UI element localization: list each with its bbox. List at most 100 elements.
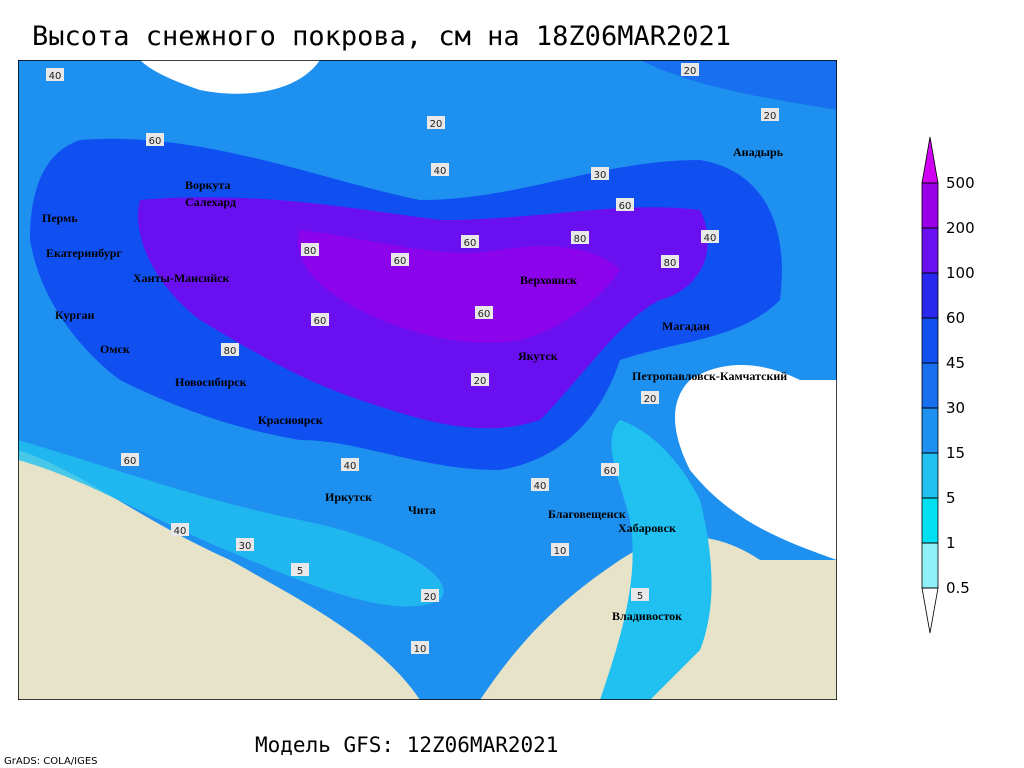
colorbar-label: 60	[946, 309, 965, 327]
contour-label: 30	[594, 170, 607, 181]
city-label: Благовещенск	[548, 507, 626, 521]
contour-label: 60	[604, 466, 617, 477]
contour-label: 80	[574, 234, 587, 245]
colorbar-band	[921, 182, 939, 229]
colorbar-band	[921, 136, 939, 184]
contour-label: 60	[149, 136, 162, 147]
city-label: Екатеринбург	[46, 246, 122, 260]
contour-label-box	[411, 641, 429, 654]
contour-label-box	[571, 231, 589, 244]
contour-label-box	[421, 589, 439, 602]
city-label: Хабаровск	[618, 521, 676, 535]
city-label: Чита	[408, 503, 436, 517]
colorbar-label: 200	[946, 219, 975, 237]
contour-label-box	[146, 133, 164, 146]
colorbar-band	[921, 317, 939, 364]
contour-label: 80	[304, 246, 317, 257]
contour-label-box	[171, 523, 189, 536]
colorbar-band	[921, 542, 939, 589]
contour-label-box	[471, 373, 489, 386]
contour-label: 60	[314, 316, 327, 327]
city-label: Анадырь	[733, 145, 784, 159]
contour-label: 80	[664, 258, 677, 269]
contour-label-box	[761, 108, 779, 121]
contour-label: 80	[224, 346, 237, 357]
colorbar-label: 1	[946, 534, 956, 552]
colorbar-band	[921, 362, 939, 409]
colorbar-label: 0.5	[946, 579, 970, 597]
colorbar-label: 30	[946, 399, 965, 417]
colorbar-label: 45	[946, 354, 965, 372]
colorbar-label: 100	[946, 264, 975, 282]
city-label: Красноярск	[258, 413, 323, 427]
contour-label: 60	[394, 256, 407, 267]
contour-label-box	[311, 313, 329, 326]
contour-label: 40	[344, 461, 357, 472]
contour-label-box	[601, 463, 619, 476]
contour-label: 20	[764, 111, 777, 122]
contour-label: 40	[49, 71, 62, 82]
colorbar-label: 5	[946, 489, 956, 507]
contour-label-box	[591, 167, 609, 180]
contour-label-box	[121, 453, 139, 466]
title: Высота снежного покрова, см на 18Z06MAR2…	[32, 21, 731, 52]
city-label: Омск	[100, 342, 130, 356]
city-label: Владивосток	[612, 609, 682, 623]
contour-label-box	[681, 63, 699, 76]
contour-label-box	[531, 478, 549, 491]
colorbar-band	[921, 407, 939, 454]
contour-label-box	[391, 253, 409, 266]
contour-label-box	[616, 198, 634, 211]
contour-label: 10	[414, 644, 427, 655]
city-label: Пермь	[42, 211, 78, 225]
contour-label: 60	[464, 238, 477, 249]
city-label: Иркутск	[325, 490, 372, 504]
colorbar-band	[921, 227, 939, 274]
city-label: Верхоянск	[520, 273, 577, 287]
contour-label-box	[301, 243, 319, 256]
contour-label: 60	[619, 201, 632, 212]
contour-label: 60	[124, 456, 137, 467]
city-label: Курган	[55, 308, 95, 322]
contour-label-box	[551, 543, 569, 556]
contour-label: 40	[434, 166, 447, 177]
subtitle: Модель GFS: 12Z06MAR2021	[255, 733, 558, 757]
contour-label: 10	[554, 546, 567, 557]
contour-label: 40	[534, 481, 547, 492]
contour-label: 20	[644, 394, 657, 405]
contour-label-box	[631, 588, 649, 601]
contour-label: 20	[684, 66, 697, 77]
contour-label-box	[291, 563, 309, 576]
contour-label: 20	[424, 592, 437, 603]
city-label: Магадан	[662, 319, 710, 333]
contour-label: 30	[239, 541, 252, 552]
city-label: Ханты-Мансийск	[133, 271, 230, 285]
contour-label-box	[661, 255, 679, 268]
contour-label-box	[221, 343, 239, 356]
city-label: Воркута	[185, 178, 230, 192]
credit: GrADS: COLA/IGES	[4, 756, 98, 767]
city-label: Новосибирск	[175, 375, 247, 389]
contour-label: 40	[174, 526, 187, 537]
contour-label-box	[641, 391, 659, 404]
contour-label-box	[475, 306, 493, 319]
city-label: Петропавловск-Камчатский	[632, 369, 787, 383]
contour-label: 5	[637, 591, 643, 602]
contour-label-box	[431, 163, 449, 176]
colorbar-band	[921, 497, 939, 544]
contour-label-box	[427, 116, 445, 129]
contour-label: 20	[474, 376, 487, 387]
contour-label-box	[701, 230, 719, 243]
colorbar-band	[921, 587, 939, 634]
contour-label-box	[236, 538, 254, 551]
city-label: Салехард	[185, 195, 236, 209]
colorbar-label: 500	[946, 174, 975, 192]
city-label: Якутск	[518, 349, 558, 363]
colorbar-band	[921, 452, 939, 499]
map	[18, 60, 837, 700]
colorbar-band	[921, 272, 939, 319]
colorbar-label: 15	[946, 444, 965, 462]
contour-label: 40	[704, 233, 717, 244]
